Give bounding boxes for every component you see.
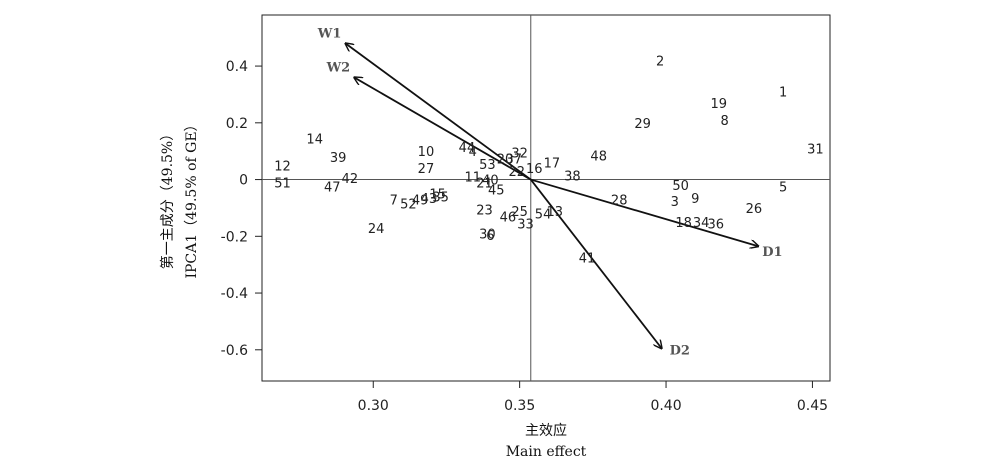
vector-w1 bbox=[345, 43, 532, 181]
genotype-point-33: 33 bbox=[517, 218, 534, 233]
genotype-point-20: 20 bbox=[497, 152, 514, 167]
genotype-point-12: 12 bbox=[274, 159, 291, 174]
x-tick-label: 0.30 bbox=[358, 398, 389, 414]
genotype-point-10: 10 bbox=[418, 145, 435, 160]
y-tick-label: -0.6 bbox=[221, 343, 248, 359]
genotype-point-21: 21 bbox=[476, 176, 493, 191]
y-axis-title: IPCA1（49.5% of GE） bbox=[184, 117, 200, 278]
genotype-point-14: 14 bbox=[306, 132, 323, 147]
genotype-point-35: 35 bbox=[432, 191, 449, 206]
genotype-point-46: 46 bbox=[500, 210, 517, 225]
y-tick-label: 0.2 bbox=[226, 116, 248, 132]
vector-w2 bbox=[354, 77, 532, 181]
y-tick-label: 0.4 bbox=[226, 59, 248, 75]
genotype-point-13: 13 bbox=[547, 205, 564, 220]
genotype-point-54: 54 bbox=[535, 208, 552, 223]
y-tick-label: -0.2 bbox=[221, 229, 248, 245]
genotype-point-36: 36 bbox=[708, 218, 725, 233]
genotype-point-7: 7 bbox=[390, 193, 398, 208]
genotype-point-43: 43 bbox=[421, 192, 438, 207]
genotype-point-23: 23 bbox=[476, 203, 493, 218]
y-axis-title-cn: 第一主成分（49.5%） bbox=[159, 127, 176, 269]
genotype-point-37: 37 bbox=[506, 152, 523, 167]
vector-label-d2: D2 bbox=[670, 343, 690, 358]
vector-label-w2: W2 bbox=[326, 60, 351, 75]
genotype-point-38: 38 bbox=[564, 169, 581, 184]
genotype-point-45: 45 bbox=[488, 183, 505, 198]
reference-lines bbox=[262, 15, 830, 381]
genotype-point-24: 24 bbox=[368, 222, 385, 237]
genotype-point-44: 44 bbox=[459, 141, 476, 156]
genotype-point-49: 49 bbox=[412, 193, 429, 208]
genotype-point-5: 5 bbox=[779, 181, 787, 196]
y-tick-label: -0.4 bbox=[221, 286, 248, 302]
genotype-point-47: 47 bbox=[324, 181, 341, 196]
genotype-point-51: 51 bbox=[274, 176, 291, 191]
genotype-point-31: 31 bbox=[807, 142, 824, 157]
genotype-point-8: 8 bbox=[720, 114, 728, 129]
genotype-point-3: 3 bbox=[671, 195, 679, 210]
genotype-point-28: 28 bbox=[611, 193, 628, 208]
x-tick-label: 0.45 bbox=[797, 398, 828, 414]
genotype-point-41: 41 bbox=[579, 252, 596, 267]
y-tick-label: 0 bbox=[239, 173, 248, 189]
genotype-point-22: 22 bbox=[508, 165, 525, 180]
genotype-point-32: 32 bbox=[511, 147, 528, 162]
x-axis-title-cn: 主效应 bbox=[525, 422, 567, 439]
vector-label-w1: W1 bbox=[317, 26, 342, 41]
genotype-point-29: 29 bbox=[634, 117, 651, 132]
genotype-point-48: 48 bbox=[590, 149, 607, 164]
vector-d2 bbox=[530, 179, 662, 349]
genotype-point-16: 16 bbox=[526, 162, 543, 177]
genotype-point-40: 40 bbox=[482, 174, 499, 189]
genotype-point-18: 18 bbox=[675, 216, 692, 231]
genotype-point-1: 1 bbox=[779, 86, 787, 101]
genotype-point-2: 2 bbox=[656, 54, 664, 69]
genotype-point-25: 25 bbox=[511, 205, 528, 220]
genotype-point-9: 9 bbox=[691, 192, 699, 207]
genotype-point-4: 4 bbox=[469, 145, 477, 160]
genotype-point-15: 15 bbox=[429, 188, 446, 203]
genotype-point-34: 34 bbox=[693, 216, 710, 231]
genotype-point-39: 39 bbox=[330, 151, 347, 166]
vector-label-d1: D1 bbox=[762, 245, 782, 260]
genotype-point-17: 17 bbox=[544, 157, 561, 172]
environment-vectors: W1 W2 D1 D2 bbox=[317, 26, 783, 358]
plot-frame bbox=[261, 14, 831, 382]
genotype-point-30: 30 bbox=[479, 227, 496, 242]
vector-d1 bbox=[530, 178, 758, 247]
x-axis: 0.30 0.35 0.40 0.45 bbox=[358, 381, 828, 414]
axis-titles: 主效应 Main effect 第一主成分（49.5%） IPCA1（49.5%… bbox=[159, 117, 587, 460]
genotype-point-42: 42 bbox=[342, 172, 359, 187]
genotype-point-6: 6 bbox=[486, 229, 494, 244]
genotype-point-11: 11 bbox=[465, 171, 482, 186]
genotype-point-52: 52 bbox=[400, 198, 417, 213]
genotype-point-27: 27 bbox=[418, 162, 435, 177]
y-axis: -0.6 -0.4 -0.2 0 0.2 0.4 bbox=[221, 59, 262, 359]
x-tick-label: 0.35 bbox=[504, 398, 535, 414]
genotype-point-50: 50 bbox=[672, 179, 689, 194]
genotype-point-26: 26 bbox=[746, 202, 763, 217]
x-axis-title: Main effect bbox=[506, 444, 587, 460]
genotype-point-19: 19 bbox=[710, 97, 727, 112]
x-tick-label: 0.40 bbox=[650, 398, 681, 414]
genotype-point-53: 53 bbox=[479, 158, 496, 173]
